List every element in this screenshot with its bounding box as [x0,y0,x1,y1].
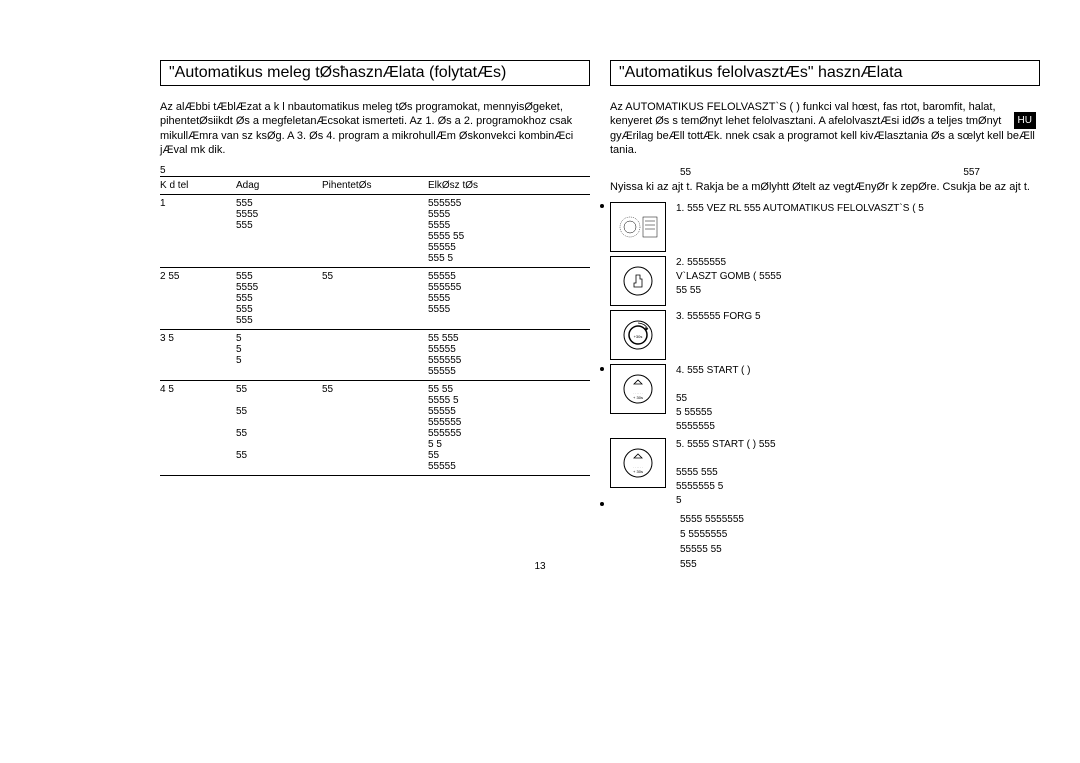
table-row: 1 555 5555 555 555555 5555 5555 5555 55 … [160,195,590,268]
hand-press-icon [610,256,666,306]
program-table: K d tel Adag PihentetØs ElkØsz tØs 1 555… [160,176,590,476]
th-code: K d tel [160,180,236,191]
svg-text:+ 30s: + 30s [633,395,643,400]
svg-text:+30s: +30s [634,334,643,339]
cell: 3 5 [160,333,236,377]
bullet-dot [600,204,604,208]
left-intro-text: Az alÆbbi tÆblÆzat a k l nbautomatikus m… [160,100,590,157]
cell: 5 5 5 [236,333,322,377]
cell: 55 555 55555 555555 55555 [428,333,590,377]
step-row: 2. 5555555 V`LASZT GOMB ( 5555 55 55 [610,256,1040,306]
cell: 555 5555 555 555 555 [236,271,322,326]
table-row: 4 5 55 55 55 55 55 55 55 5555 5 55555 55… [160,381,590,476]
right-column: "Automatikus felolvasztÆs" hasznÆlata Az… [610,60,1040,572]
cell: 555555 5555 5555 5555 55 55555 555 5 [428,198,590,264]
cell: 55 55 5555 5 55555 555555 555555 5 5 55 … [428,384,590,472]
cell: 1 [160,198,236,264]
cell: 55 [322,384,428,472]
step-text: 4. 555 START ( ) 55 5 55555 5555555 [676,364,1040,434]
step-text: 5. 5555 START ( ) 555 5555 555 5555555 5… [676,438,1040,508]
step-row: 1. 555 VEZ RL 555 AUTOMATIKUS FELOLVASZT… [610,202,1040,252]
bullet-dot [600,367,604,371]
bottom-note: 5555 5555555 5 5555555 55555 55 555 [610,512,1040,572]
step-text: 2. 5555555 V`LASZT GOMB ( 5555 55 55 [676,256,1040,298]
page: HU "Automatikus meleg tØsħasznÆlata (fol… [0,0,1080,592]
cell [322,333,428,377]
cell: 555 5555 555 [236,198,322,264]
th-adag: Adag [236,180,322,191]
cell: 55 55 55 55 [236,384,322,472]
steps-area: 1. 555 VEZ RL 555 AUTOMATIKUS FELOLVASZT… [610,202,1040,572]
cell [322,198,428,264]
step-row: +30s 3. 555555 FORG 5 [610,310,1040,360]
th-prep: ElkØsz tØs [428,180,590,191]
cell: 55555 555555 5555 5555 [428,271,590,326]
right-intro-text: Az AUTOMATIKUS FELOLVASZT`S ( ) funkci v… [610,100,1040,157]
step-text: 1. 555 VEZ RL 555 AUTOMATIKUS FELOLVASZT… [676,202,1040,216]
bullet-dot [600,502,604,506]
cell: 2 55 [160,271,236,326]
svg-text:+ 30s: + 30s [633,469,643,474]
sub-a: 55 [680,167,691,178]
small-five: 5 [160,165,590,176]
page-number: 13 [534,561,545,572]
start-button-icon: . . . . . . + 30s [610,438,666,488]
start-button-icon: . . . . . . + 30s [610,364,666,414]
open-door-text: Nyissa ki az ajt t. Rakja be a mØlyhtt Ø… [610,180,1040,194]
th-rest: PihentetØs [322,180,428,191]
step-text: 3. 555555 FORG 5 [676,310,1040,324]
control-panel-icon [610,202,666,252]
cell: 4 5 [160,384,236,472]
dial-icon: +30s [610,310,666,360]
step-row: . . . . . . + 30s 5. 5555 START ( ) 555 … [610,438,1040,508]
right-section-header: "Automatikus felolvasztÆs" hasznÆlata [610,60,1040,86]
left-section-header: "Automatikus meleg tØsħasznÆlata (folyta… [160,60,590,86]
table-row: 3 5 5 5 5 55 555 55555 555555 55555 [160,330,590,381]
step-row: . . . . . . + 30s 4. 555 START ( ) 55 5 … [610,364,1040,434]
cell: 55 [322,271,428,326]
table-row: 2 55 555 5555 555 555 555 55 55555 55555… [160,268,590,330]
sub-b: 557 [963,167,980,178]
table-header: K d tel Adag PihentetØs ElkØsz tØs [160,176,590,195]
sub-row: 55 557 [610,165,1040,180]
left-column: "Automatikus meleg tØsħasznÆlata (folyta… [160,60,590,572]
